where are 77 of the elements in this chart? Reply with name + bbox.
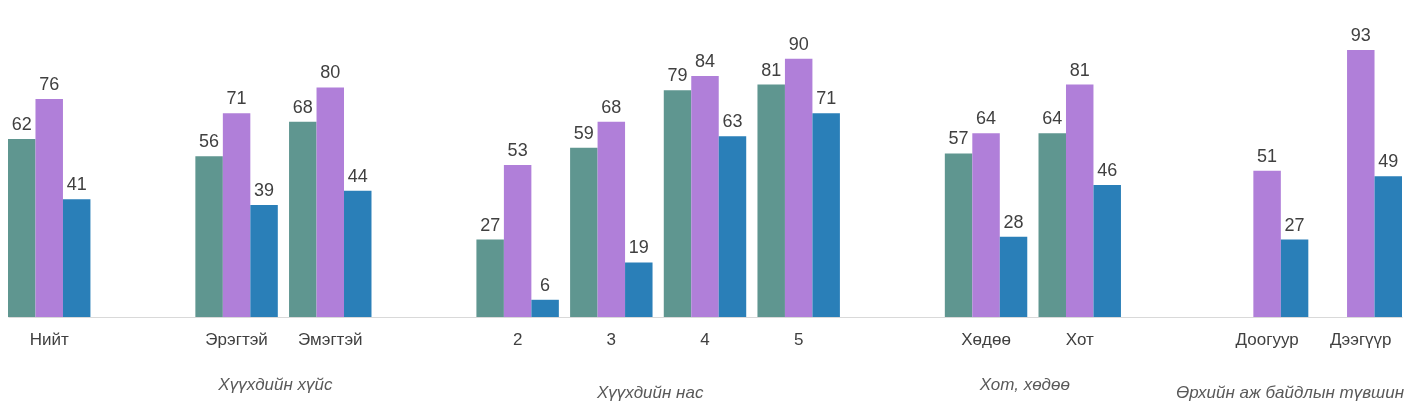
bar	[531, 299, 559, 317]
x-tick-label: Дээгүүр	[1330, 329, 1392, 349]
bar	[1374, 176, 1402, 317]
data-label: 64	[1042, 108, 1063, 129]
data-label: 63	[722, 111, 743, 132]
bar	[1093, 184, 1121, 317]
data-label: 59	[573, 122, 594, 143]
x-tick-label: Доогуур	[1235, 329, 1299, 349]
text: Хүүхдийн хүйс	[218, 375, 333, 395]
data-label: 53	[507, 139, 528, 160]
bar	[289, 121, 317, 317]
x-tick-label: Эрэгтэй	[205, 329, 268, 349]
data-label: 90	[788, 33, 809, 54]
data-label: 49	[1378, 151, 1399, 172]
bar	[812, 113, 840, 317]
bar	[999, 236, 1028, 317]
text: Өрхийн аж байдлын түвшин	[1176, 383, 1404, 403]
bar	[344, 190, 372, 317]
bar	[1280, 239, 1309, 317]
data-label: 64	[976, 108, 997, 129]
bar	[691, 75, 719, 317]
data-label: 46	[1097, 159, 1118, 180]
bar	[250, 205, 278, 317]
bar	[476, 239, 504, 317]
data-label: 44	[347, 165, 368, 186]
x-tick-label: 5	[793, 329, 804, 349]
data-label: 68	[601, 96, 622, 117]
bar	[944, 153, 973, 317]
text: Хүүхдийн нас	[596, 383, 704, 403]
data-label: 93	[1350, 25, 1371, 46]
data-label: 84	[694, 50, 716, 71]
bar	[62, 199, 91, 317]
bar	[316, 87, 345, 317]
bar	[718, 136, 747, 317]
x-tick-label: 3	[606, 329, 617, 349]
x-tick-label: 2	[512, 329, 523, 349]
bar	[503, 164, 532, 317]
bar	[1038, 133, 1066, 317]
data-label: 62	[11, 114, 32, 135]
data-label: 28	[1003, 211, 1024, 232]
bar	[972, 133, 1000, 317]
data-label: 71	[816, 88, 837, 109]
bar	[222, 113, 251, 317]
data-label: 51	[1257, 145, 1278, 166]
x-tick-label: Хот	[1065, 329, 1094, 349]
bar	[1065, 84, 1094, 317]
data-label: 76	[39, 73, 60, 94]
data-label: 68	[292, 96, 313, 117]
bar	[663, 90, 692, 317]
data-label: 41	[66, 174, 87, 195]
data-label: 57	[948, 128, 969, 149]
data-label: 19	[628, 237, 649, 258]
data-label: 6	[540, 274, 551, 295]
bar	[35, 98, 63, 317]
data-label: 79	[667, 65, 688, 86]
bar	[784, 58, 813, 317]
bar	[597, 121, 626, 317]
bar	[625, 262, 653, 317]
data-label: 56	[199, 131, 220, 152]
data-label: 27	[1284, 214, 1305, 235]
x-tick-label: Нийт	[29, 329, 69, 349]
data-label: 71	[226, 88, 247, 109]
bar	[1253, 170, 1281, 317]
text: Хот, хөдөө	[979, 375, 1070, 395]
data-label: 81	[761, 59, 782, 80]
bar	[195, 156, 223, 317]
data-label: 27	[480, 214, 501, 235]
bar	[570, 147, 598, 317]
bar	[1347, 50, 1375, 317]
data-label: 81	[1069, 59, 1090, 80]
data-label: 39	[254, 180, 275, 201]
bar	[8, 139, 36, 317]
x-tick-label: Хөдөө	[961, 329, 1011, 349]
bar	[757, 84, 785, 317]
data-label: 80	[320, 62, 341, 83]
x-tick-label: 4	[700, 329, 710, 349]
x-tick-label: Эмэгтэй	[298, 329, 363, 349]
